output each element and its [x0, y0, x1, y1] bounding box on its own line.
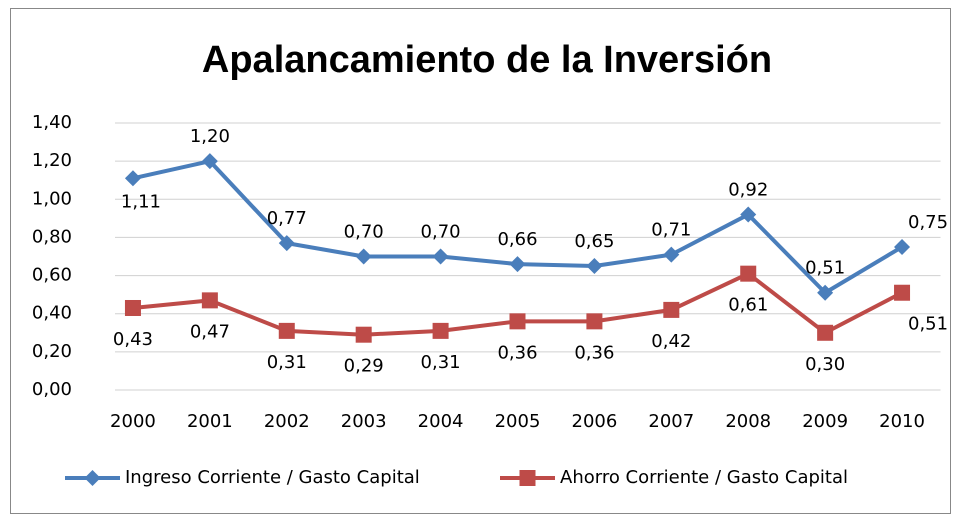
marker	[432, 248, 449, 265]
marker	[817, 324, 834, 341]
marker	[355, 248, 372, 265]
marker	[740, 265, 757, 282]
data-label: 0,42	[651, 331, 691, 352]
marker	[84, 470, 101, 486]
y-tick-label: 0,60	[32, 265, 72, 286]
data-label: 0,51	[908, 314, 948, 335]
data-label: 0,66	[497, 229, 537, 250]
x-tick-label: 2009	[802, 411, 848, 432]
marker	[663, 246, 680, 263]
data-label: 0,47	[190, 321, 230, 342]
x-tick-label: 2000	[110, 411, 156, 432]
x-tick-label: 2004	[418, 411, 464, 432]
data-label: 0,92	[728, 180, 768, 201]
y-tick-label: 1,00	[32, 188, 72, 209]
y-tick-label: 0,80	[32, 226, 72, 247]
data-label: 0,61	[728, 295, 768, 316]
data-label: 0,31	[421, 352, 461, 373]
marker	[586, 313, 603, 330]
x-tick-label: 2006	[572, 411, 618, 432]
y-tick-label: 1,40	[32, 112, 72, 133]
data-label: 0,29	[344, 356, 384, 377]
data-label: 0,31	[267, 352, 307, 373]
marker	[432, 322, 449, 339]
marker	[201, 292, 218, 309]
y-tick-label: 1,20	[32, 150, 72, 171]
marker	[201, 153, 218, 170]
data-label: 0,71	[651, 220, 691, 241]
data-label: 0,70	[421, 222, 461, 243]
marker	[663, 301, 680, 318]
marker	[894, 284, 911, 301]
marker	[586, 258, 603, 275]
marker	[278, 322, 295, 339]
y-tick-label: 0,20	[32, 341, 72, 362]
x-tick-label: 2001	[187, 411, 233, 432]
y-tick-label: 0,00	[32, 379, 72, 400]
marker	[278, 235, 295, 252]
marker	[519, 470, 536, 486]
data-label: 0,77	[267, 208, 307, 229]
marker	[894, 238, 911, 255]
x-tick-label: 2007	[648, 411, 694, 432]
x-tick-label: 2010	[879, 411, 925, 432]
x-tick-label: 2008	[725, 411, 771, 432]
data-label: 0,70	[344, 222, 384, 243]
marker	[509, 313, 526, 330]
data-label: 0,51	[805, 258, 845, 279]
marker	[740, 206, 757, 223]
data-label: 1,20	[190, 126, 230, 147]
marker	[509, 256, 526, 273]
data-label: 0,43	[113, 329, 153, 350]
marker	[817, 284, 834, 301]
data-label: 0,30	[805, 354, 845, 375]
marker	[124, 170, 141, 187]
x-tick-label: 2003	[341, 411, 387, 432]
x-tick-label: 2005	[495, 411, 541, 432]
data-label: 0,36	[574, 342, 614, 363]
y-tick-label: 0,40	[32, 303, 72, 324]
legend-label: Ahorro Corriente / Gasto Capital	[560, 467, 848, 488]
legend-label: Ingreso Corriente / Gasto Capital	[125, 467, 420, 488]
data-label: 0,36	[497, 342, 537, 363]
marker	[355, 326, 372, 343]
data-label: 0,65	[574, 231, 614, 252]
x-tick-label: 2002	[264, 411, 310, 432]
marker	[124, 299, 141, 316]
data-label: 0,75	[908, 212, 948, 233]
data-label: 1,11	[121, 191, 161, 212]
chart-title: Apalancamiento de la Inversión	[202, 39, 772, 81]
